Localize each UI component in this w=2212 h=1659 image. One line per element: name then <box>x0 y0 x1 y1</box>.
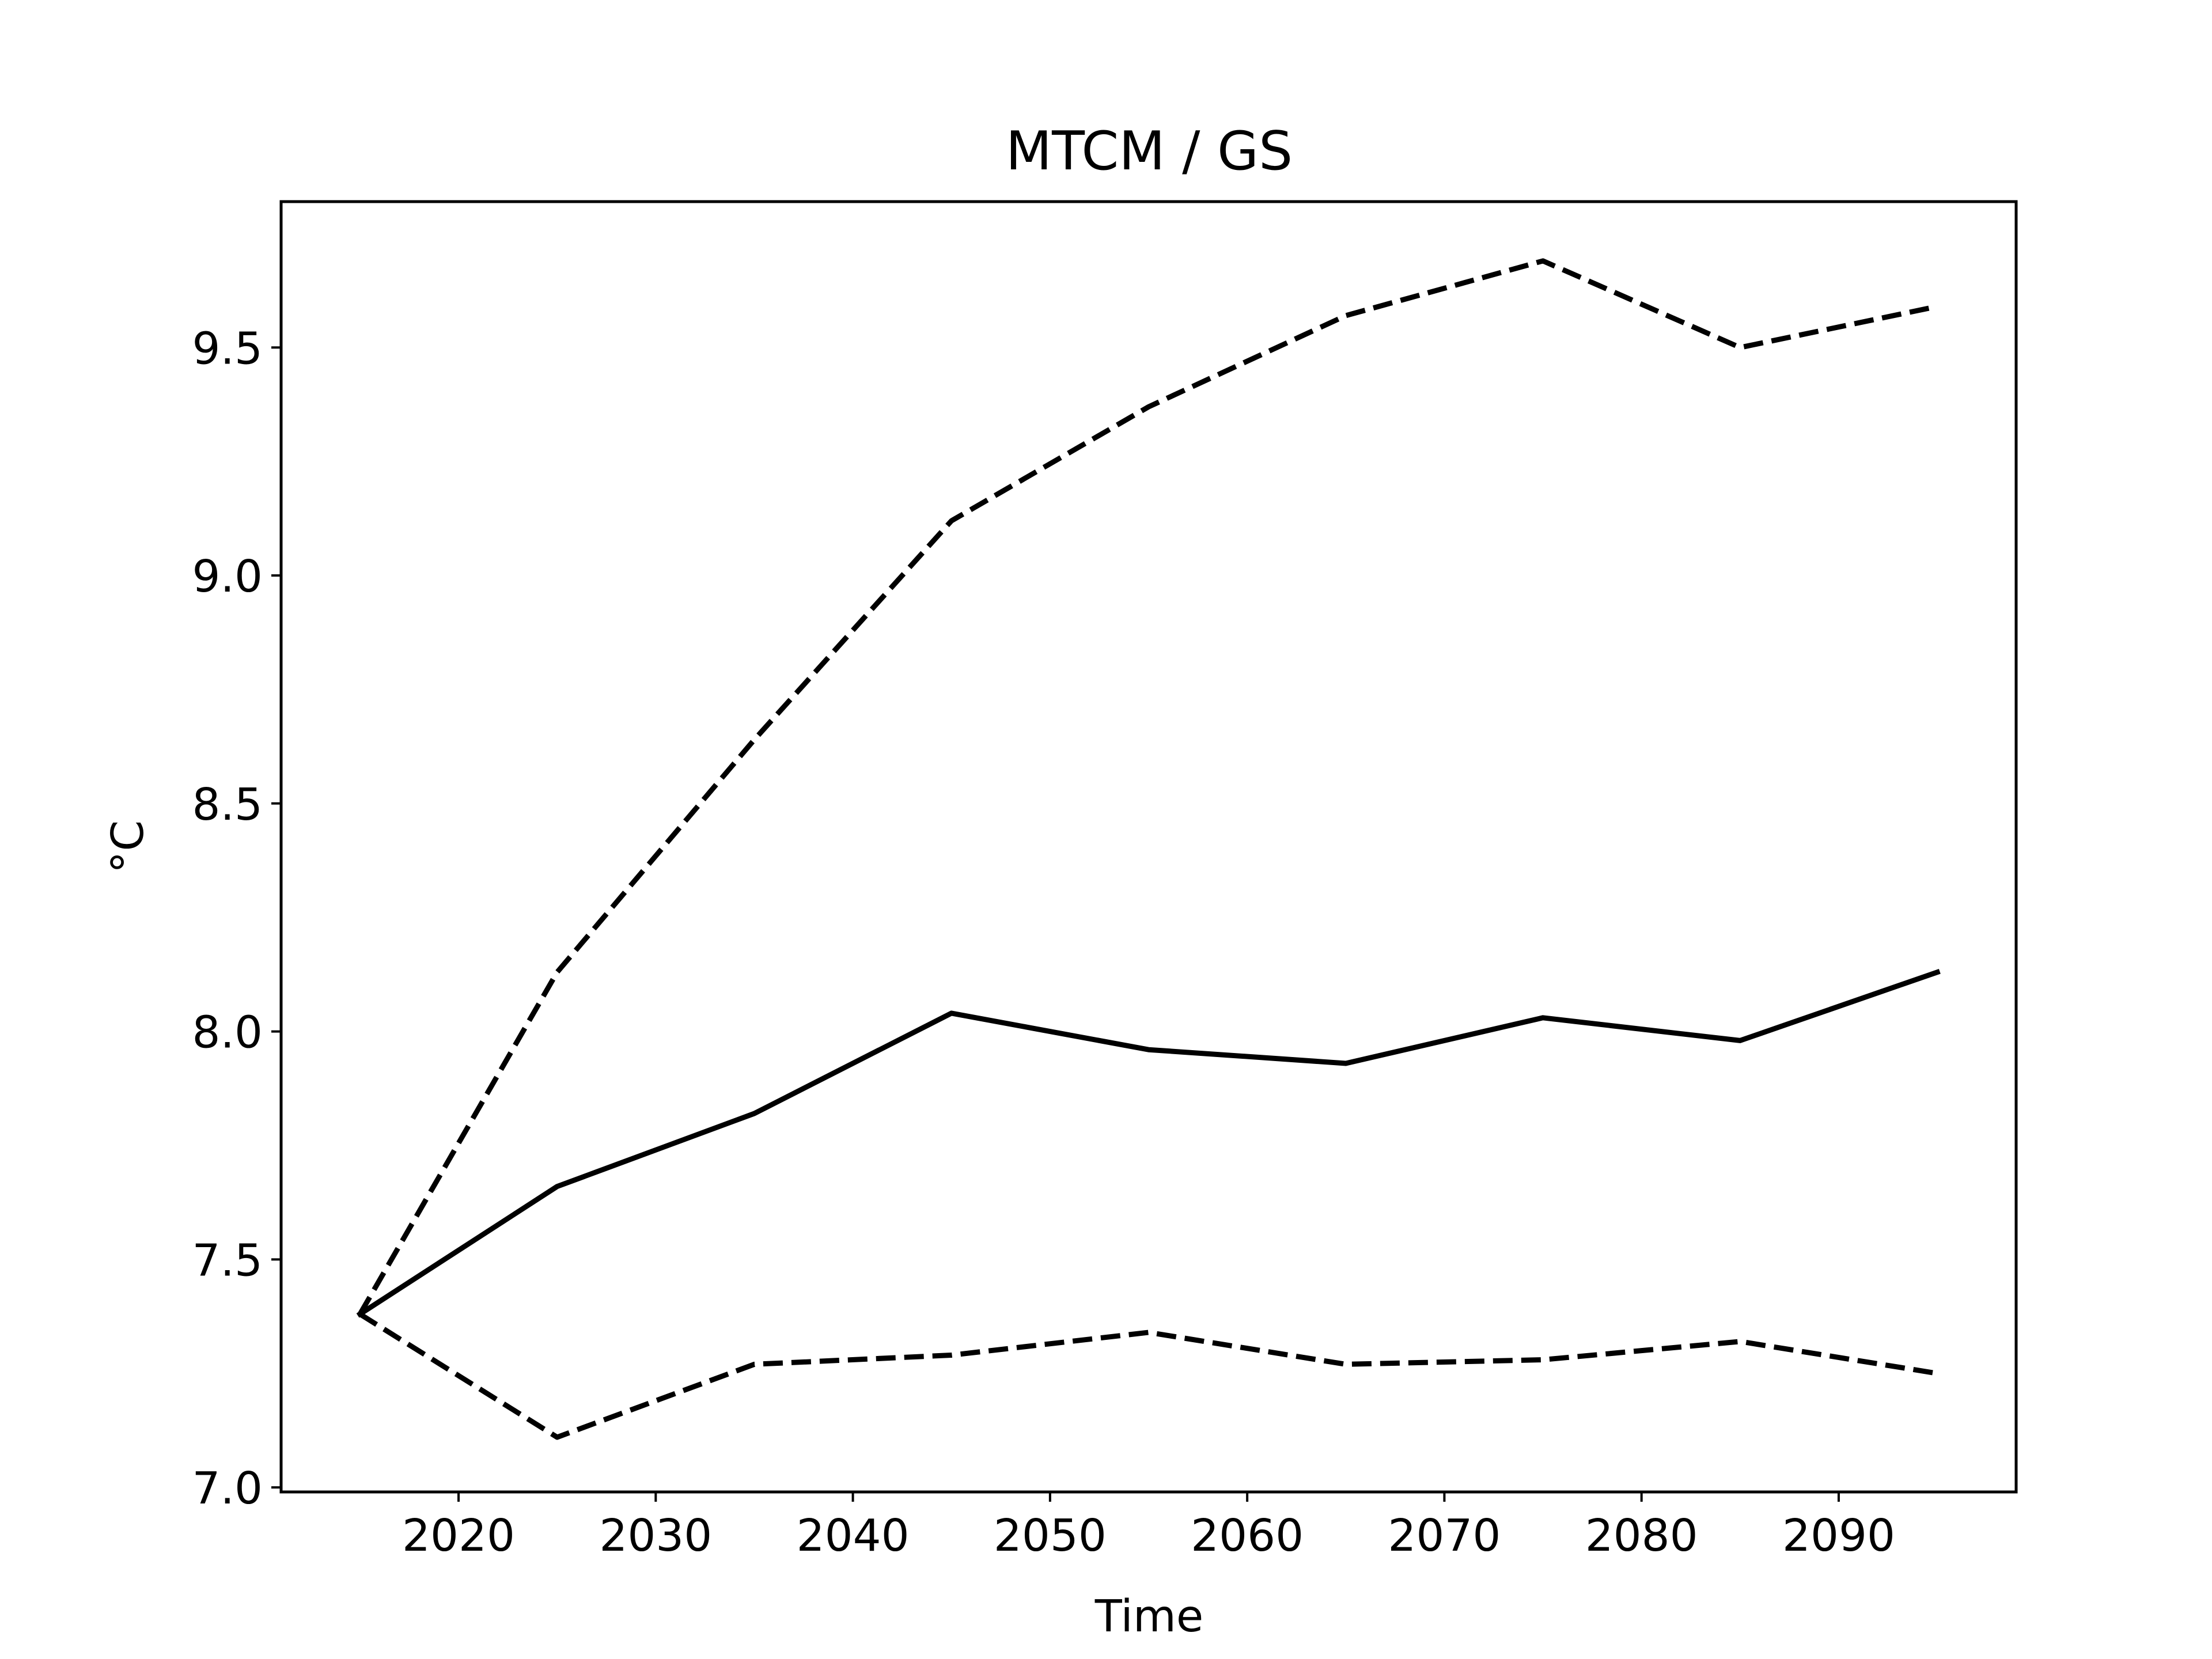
axes-frame <box>279 200 2018 1494</box>
y-tick-label: 9.5 <box>192 323 263 374</box>
series-line-upper <box>358 258 1938 1316</box>
y-axis: 7.0 7.5 8.0 8.5 9.0 9.5 <box>192 323 281 1514</box>
chart-title: MTCM / GS <box>1006 120 1293 182</box>
y-axis-label: °C <box>103 820 154 873</box>
plot-area <box>356 258 1941 1440</box>
x-tick-label: 2030 <box>599 1510 712 1562</box>
y-tick-label: 8.5 <box>192 779 263 831</box>
x-tick-label: 2070 <box>1388 1510 1501 1562</box>
y-tick-label: 8.0 <box>192 1007 263 1059</box>
x-tick-label: 2080 <box>1585 1510 1698 1562</box>
x-tick-label: 2050 <box>994 1510 1107 1562</box>
y-tick-label: 9.0 <box>192 551 263 603</box>
x-axis-label: Time <box>1094 1591 1203 1642</box>
x-tick-label: 2060 <box>1191 1510 1304 1562</box>
x-tick-label: 2020 <box>402 1510 515 1562</box>
x-tick-label: 2090 <box>1782 1510 1895 1562</box>
series-line-median <box>356 968 1941 1318</box>
x-axis: 2020 2030 2040 2050 2060 2070 2080 2090 <box>402 1492 1895 1562</box>
series-line-lower <box>358 1312 1938 1440</box>
x-tick-label: 2040 <box>797 1510 910 1562</box>
y-tick-label: 7.0 <box>192 1463 263 1514</box>
y-tick-label: 7.5 <box>192 1235 263 1286</box>
